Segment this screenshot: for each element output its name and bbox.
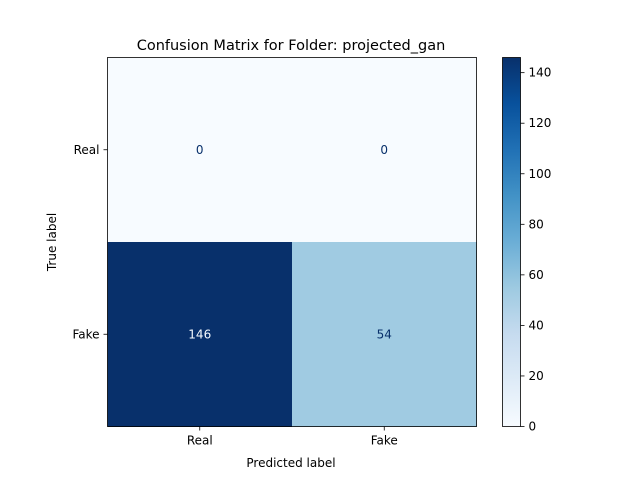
heatmap-cells xyxy=(107,57,477,427)
colorbar-tick-label: 0 xyxy=(529,420,537,434)
x-axis-ticks: Real Fake xyxy=(187,426,398,448)
colorbar-tick-label: 120 xyxy=(529,116,552,130)
chart-title: Confusion Matrix for Folder: projected_g… xyxy=(137,38,446,54)
y-axis-ticks: Real Fake xyxy=(72,143,108,341)
heatmap-cell xyxy=(107,242,293,427)
heatmap-cell xyxy=(292,57,477,243)
x-tick-label: Real xyxy=(187,434,213,448)
x-tick-label: Fake xyxy=(371,434,398,448)
plot-frame xyxy=(107,57,477,427)
colorbar-tick-label: 60 xyxy=(529,268,544,282)
y-tick-label: Fake xyxy=(72,327,99,341)
y-tick-label: Real xyxy=(74,143,100,157)
colorbar-tick-label: 140 xyxy=(529,66,552,80)
cell-value-label: 0 xyxy=(196,143,204,157)
cell-value-label: 0 xyxy=(380,143,388,157)
y-axis-label: True label xyxy=(45,213,59,272)
colorbar-tick-label: 20 xyxy=(529,369,544,383)
colorbar-ticks: 0 20 40 60 80 100 120 140 xyxy=(520,66,552,434)
cell-value-labels: 0 0 146 54 xyxy=(188,143,392,342)
heatmap-cell xyxy=(107,57,293,243)
colorbar xyxy=(502,57,521,427)
x-axis-label: Predicted label xyxy=(246,456,335,470)
cell-value-label: 146 xyxy=(188,327,211,341)
heatmap-cell xyxy=(292,242,477,427)
colorbar-tick-label: 100 xyxy=(529,167,552,181)
colorbar-tick-label: 40 xyxy=(529,318,544,332)
cell-value-label: 54 xyxy=(377,327,392,341)
colorbar-tick-label: 80 xyxy=(529,217,544,231)
